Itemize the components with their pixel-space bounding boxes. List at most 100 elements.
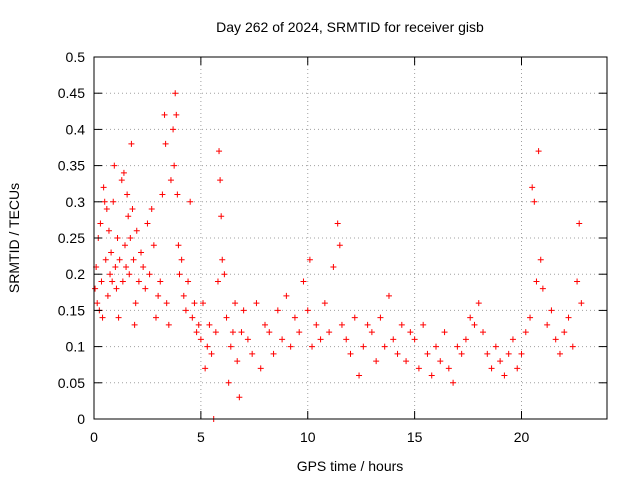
data-point (556, 350, 563, 357)
data-point (217, 177, 224, 184)
data-point (148, 206, 155, 213)
data-point (450, 379, 457, 386)
data-point (462, 336, 469, 343)
data-point (140, 263, 147, 270)
data-point (133, 227, 140, 234)
data-point (394, 350, 401, 357)
data-point (174, 191, 181, 198)
data-point (356, 372, 363, 379)
data-point (234, 358, 241, 365)
data-point (321, 300, 328, 307)
data-point (279, 336, 286, 343)
data-point (114, 235, 121, 241)
y-tick-label: 0.1 (66, 339, 86, 355)
data-point (101, 198, 108, 205)
data-point (127, 235, 134, 241)
data-point (561, 329, 568, 336)
data-point (99, 314, 106, 321)
axis-ticks: 0 0.05 0.1 0.15 0.2 0.25 0.3 0.35 0.4 0.45 0.5 0 5 10… (58, 49, 607, 445)
data-point (535, 148, 542, 155)
data-point (100, 184, 107, 191)
data-point (471, 321, 478, 328)
data-point (142, 285, 149, 292)
data-point (180, 292, 187, 299)
data-point (326, 329, 333, 336)
data-point (120, 169, 127, 176)
data-point (300, 278, 307, 285)
data-point (187, 198, 194, 205)
data-point (232, 300, 239, 307)
data-point (270, 350, 277, 357)
data-point (104, 292, 111, 299)
data-point (212, 329, 219, 336)
data-point (296, 329, 303, 336)
data-point (420, 321, 427, 328)
data-point (102, 256, 109, 263)
data-point (155, 292, 162, 299)
data-point (569, 343, 576, 350)
data-point (381, 343, 388, 350)
data-point (287, 343, 294, 350)
data-point (475, 300, 482, 307)
data-point (501, 372, 508, 379)
data-point (364, 321, 371, 328)
data-point (162, 140, 169, 147)
data-point (390, 336, 397, 343)
data-point (109, 278, 116, 285)
data-point (121, 242, 128, 249)
data-point (195, 321, 202, 328)
data-point (574, 278, 581, 285)
data-point (415, 365, 422, 372)
data-point (225, 379, 232, 386)
data-point (178, 256, 185, 263)
y-tick-label: 0.05 (58, 375, 85, 391)
data-point (167, 177, 174, 184)
data-point (283, 292, 290, 299)
data-point (138, 249, 145, 256)
data-point (119, 278, 126, 285)
data-point (204, 343, 211, 350)
data-point (336, 242, 343, 249)
x-tick-label: 5 (197, 429, 205, 445)
y-tick-label: 0.3 (66, 194, 86, 210)
data-point (274, 307, 281, 314)
data-point (368, 329, 375, 336)
data-point (433, 343, 439, 350)
data-point (229, 329, 236, 336)
data-point (238, 329, 245, 336)
data-point (306, 256, 313, 263)
data-point (377, 314, 384, 321)
data-point (216, 148, 223, 155)
data-point (189, 314, 196, 321)
data-point (219, 256, 226, 263)
data-point (385, 292, 392, 299)
data-point (135, 278, 142, 285)
data-point (492, 343, 499, 350)
data-point (537, 256, 544, 263)
data-point (578, 300, 585, 307)
data-point (157, 278, 164, 285)
data-point (249, 350, 256, 357)
data-point (163, 300, 170, 307)
data-point (176, 271, 183, 278)
data-point (522, 329, 529, 336)
data-point (116, 256, 123, 263)
data-point (244, 336, 251, 343)
data-point (437, 358, 444, 365)
y-tick-label: 0.45 (58, 85, 85, 101)
data-point (317, 336, 324, 343)
data-point (182, 307, 189, 314)
data-point (214, 278, 221, 285)
y-tick-label: 0.5 (66, 49, 86, 65)
data-point (98, 278, 105, 285)
data-point (105, 227, 112, 234)
data-point (227, 343, 234, 350)
data-point (94, 300, 101, 307)
data-point (193, 329, 200, 336)
data-point (576, 220, 583, 227)
chart-title: Day 262 of 2024, SRMTID for receiver gis… (216, 19, 484, 35)
data-point (144, 220, 151, 227)
data-point (266, 329, 273, 336)
